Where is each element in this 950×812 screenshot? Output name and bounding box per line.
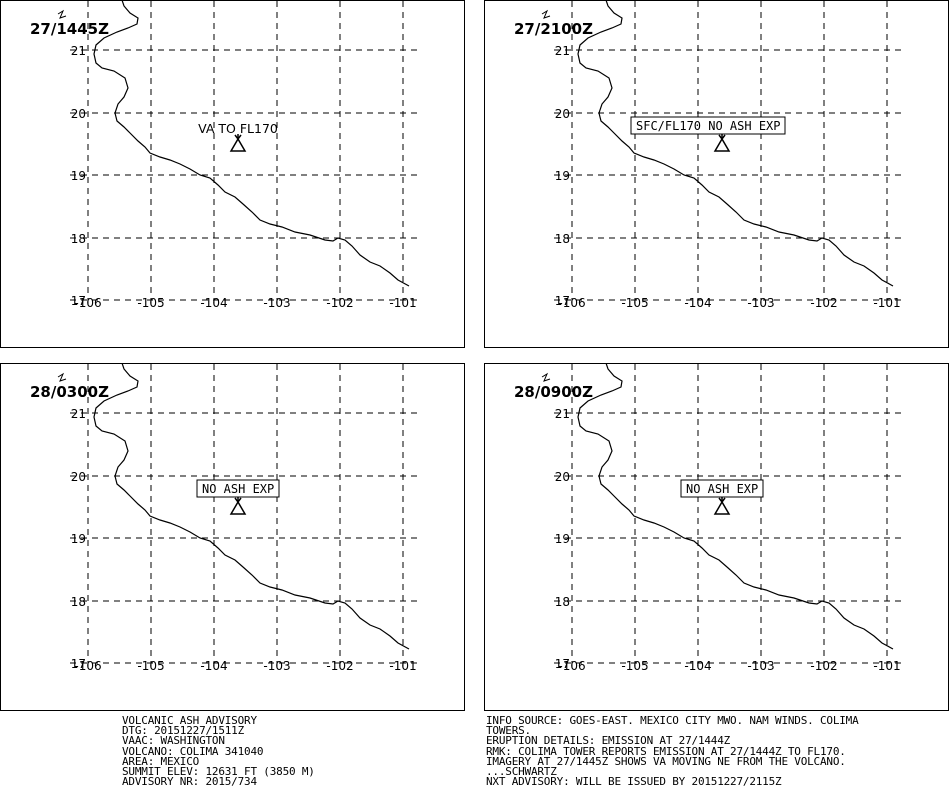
advisory-label-box	[680, 479, 764, 498]
lat-label: 17	[71, 657, 86, 671]
lon-label: -102	[326, 659, 353, 673]
advisory-line: SUMMIT ELEV: 12631 FT (3850 M)	[122, 764, 315, 778]
advisory-line: AREA: MEXICO	[122, 754, 200, 768]
lon-label: -101	[873, 659, 900, 673]
advisory-line: VAAC: WASHINGTON	[122, 734, 225, 748]
lat-label: 18	[555, 232, 570, 246]
panel-frame	[0, 363, 465, 711]
lat-label: 20	[555, 470, 570, 484]
lat-label: 21	[71, 407, 86, 421]
lon-label: -103	[747, 296, 774, 310]
grid-lines	[70, 1, 420, 306]
lon-label: -104	[200, 659, 227, 673]
advisory-left-text: VOLCANIC ASH ADVISORY DTG: 20151227/1511Z…	[122, 714, 315, 789]
lat-label: 17	[555, 294, 570, 308]
grid-lines	[70, 364, 420, 669]
advisory-right-text: INFO SOURCE: GOES-EAST. MEXICO CITY MWO.…	[486, 714, 859, 789]
advisory-label: SFC/FL170 NO ASH EXP	[636, 119, 781, 133]
valid-time-label: 28/0900Z	[514, 383, 593, 401]
north-marker-icon	[57, 372, 67, 382]
lon-label: -105	[621, 659, 648, 673]
volcano-triangle-icon	[713, 134, 731, 152]
advisory-label: NO ASH EXP	[686, 482, 758, 496]
lon-label: -103	[263, 659, 290, 673]
north-marker-icon	[541, 372, 551, 382]
map-panel: 21 20 19 18 17 -106 -105 -104 -103 -102 -101 28/090…	[484, 363, 949, 711]
volcano-triangle-icon	[229, 134, 247, 152]
advisory-line: IMAGERY AT 27/1445Z SHOWS VA MOVING NE F…	[486, 754, 846, 768]
valid-time-label: 27/2100Z	[514, 20, 593, 38]
advisory-line: TOWERS.	[486, 724, 531, 738]
lat-label: 20	[71, 470, 86, 484]
volcano-triangle-icon	[229, 497, 247, 515]
lon-label: -105	[137, 296, 164, 310]
advisory-line: VOLCANIC ASH ADVISORY	[122, 714, 257, 727]
lat-label: 20	[71, 107, 86, 121]
lat-label: 17	[555, 657, 570, 671]
valid-time-label: 28/0300Z	[30, 383, 109, 401]
lat-label: 18	[71, 232, 86, 246]
lon-label: -106	[74, 659, 101, 673]
lat-label: 19	[555, 169, 570, 183]
volcano-triangle-icon	[713, 497, 731, 515]
advisory-line: INFO SOURCE: GOES-EAST. MEXICO CITY MWO.…	[486, 714, 859, 727]
lon-label: -104	[200, 296, 227, 310]
valid-time-label: 27/1445Z	[30, 20, 109, 38]
lat-label: 19	[555, 532, 570, 546]
advisory-label: VA TO FL170	[198, 121, 278, 136]
advisory-line: ERUPTION DETAILS: EMISSION AT 27/1444Z	[486, 734, 731, 748]
lat-label: 17	[71, 294, 86, 308]
map-panel: 21 20 19 18 17 -106 -105 -104 -103 -102 -101 28/030…	[0, 363, 465, 711]
panel-frame	[484, 0, 949, 348]
lon-label: -102	[810, 659, 837, 673]
lon-label: -101	[389, 659, 416, 673]
panel-frame	[484, 363, 949, 711]
lat-label: 18	[555, 595, 570, 609]
advisory-line: RMK: COLIMA TOWER REPORTS EMISSION AT 27…	[486, 744, 846, 758]
lat-label: 18	[71, 595, 86, 609]
north-marker-icon	[541, 9, 551, 19]
coastline	[577, 363, 894, 650]
map-panel: 21 20 19 18 17 -106 -105 -104 -103 -102 -101 27/144…	[0, 0, 465, 348]
grid-lines	[554, 364, 904, 669]
lon-label: -104	[684, 296, 711, 310]
lon-label: -101	[389, 296, 416, 310]
lon-label: -103	[747, 659, 774, 673]
lon-label: -102	[326, 296, 353, 310]
coastline	[93, 363, 410, 650]
lat-label: 21	[555, 44, 570, 58]
advisory-line: VOLCANO: COLIMA 341040	[122, 744, 264, 758]
coastline	[93, 0, 410, 287]
advisory-line: ADVISORY NR: 2015/734	[122, 775, 257, 789]
lon-label: -106	[558, 296, 585, 310]
lat-label: 19	[71, 169, 86, 183]
lat-label: 20	[555, 107, 570, 121]
lon-label: -106	[558, 659, 585, 673]
advisory-label-box	[630, 116, 786, 135]
lon-label: -104	[684, 659, 711, 673]
advisory-label: NO ASH EXP	[202, 482, 274, 496]
north-marker-icon	[57, 9, 67, 19]
advisory-line: NXT ADVISORY: WILL BE ISSUED BY 20151227…	[486, 775, 782, 789]
grid-lines	[554, 1, 904, 306]
lat-label: 21	[71, 44, 86, 58]
advisory-label-box	[196, 479, 280, 498]
lon-label: -105	[621, 296, 648, 310]
advisory-line: ...SCHWARTZ	[486, 764, 557, 778]
panel-frame	[0, 0, 465, 348]
coastline	[577, 0, 894, 287]
advisory-line: DTG: 20151227/1511Z	[122, 724, 245, 738]
lat-label: 21	[555, 407, 570, 421]
lat-label: 19	[71, 532, 86, 546]
lon-label: -101	[873, 296, 900, 310]
lon-label: -103	[263, 296, 290, 310]
lon-label: -105	[137, 659, 164, 673]
lon-label: -106	[74, 296, 101, 310]
lon-label: -102	[810, 296, 837, 310]
map-panel: 21 20 19 18 17 -106 -105 -104 -103 -102 -101 27/210…	[484, 0, 949, 348]
